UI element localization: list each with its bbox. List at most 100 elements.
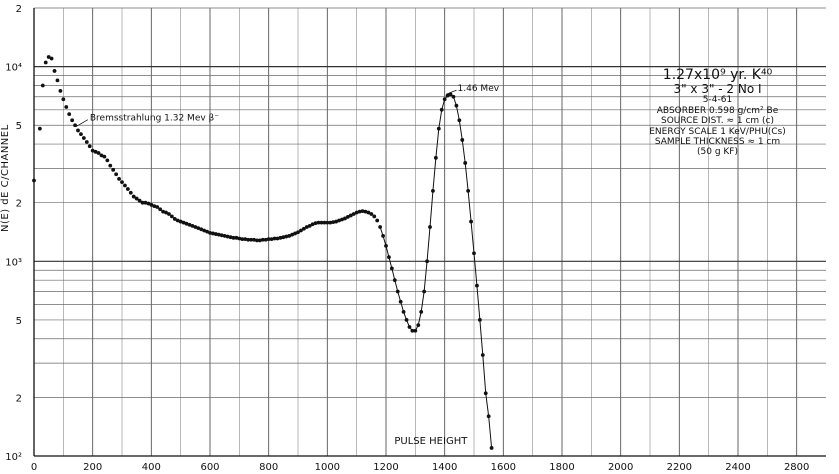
data-point — [37, 126, 42, 131]
data-point — [111, 167, 116, 172]
data-point — [278, 235, 283, 240]
data-point — [108, 163, 113, 168]
data-point — [152, 204, 157, 209]
data-point — [401, 309, 406, 314]
data-point — [439, 107, 444, 112]
data-point — [307, 224, 312, 228]
data-point — [483, 391, 488, 396]
y-tick-label: 10² — [5, 452, 22, 463]
data-point — [222, 234, 227, 238]
data-point — [334, 219, 339, 224]
info-line-energy-scale: ENERGY SCALE 1 KeV/PHU(Cs) — [649, 126, 786, 137]
data-point — [299, 228, 303, 233]
data-point — [337, 218, 341, 223]
data-point — [407, 325, 412, 329]
data-point — [442, 97, 447, 102]
data-point — [155, 205, 160, 209]
y-tick-label: 10⁴ — [5, 63, 22, 74]
annotation-peak-energy: 1.46 Mev — [458, 84, 500, 94]
data-point — [287, 234, 292, 238]
data-point — [105, 158, 110, 163]
data-point — [313, 221, 318, 226]
data-point — [131, 194, 136, 199]
y-tick-label: 5 — [16, 121, 22, 132]
data-point — [164, 210, 168, 215]
data-point — [381, 234, 385, 238]
data-point — [208, 230, 212, 235]
data-point — [96, 151, 101, 155]
x-tick-label: 800 — [259, 462, 278, 473]
data-point — [240, 237, 245, 242]
data-point — [410, 328, 415, 333]
data-point — [234, 235, 239, 240]
y-tick-label: 2 — [16, 393, 22, 404]
data-point — [404, 318, 409, 322]
data-point — [128, 190, 133, 195]
data-point — [46, 55, 51, 59]
data-point — [228, 235, 233, 240]
data-point — [463, 161, 468, 165]
info-line-source-dist: SOURCE DIST. ≈ 1 cm (c) — [660, 116, 774, 127]
data-point — [290, 232, 295, 237]
y-tick-label: 10³ — [5, 257, 22, 268]
data-point — [140, 200, 145, 205]
data-point — [181, 220, 186, 225]
data-point — [375, 218, 380, 223]
data-point — [40, 83, 45, 88]
data-point — [451, 94, 456, 99]
y-tick-label: 5 — [16, 316, 22, 327]
data-point — [284, 234, 289, 239]
data-point — [172, 217, 177, 221]
x-tick-label: 2200 — [667, 462, 692, 473]
data-point — [322, 220, 327, 225]
data-point — [158, 207, 163, 212]
data-point — [486, 414, 491, 419]
data-point — [316, 220, 321, 225]
data-point — [395, 289, 400, 294]
data-point — [120, 180, 124, 185]
data-point — [331, 220, 336, 224]
y-tick-label: 2 — [16, 199, 22, 210]
data-point — [433, 155, 438, 160]
data-point — [213, 232, 218, 236]
data-point — [480, 353, 485, 357]
data-point — [70, 118, 75, 123]
data-point — [169, 214, 174, 219]
tick-labels: 0 200 400 600 800 1000 1200 1400 1600 1800 2000 220… — [5, 4, 809, 473]
data-point — [475, 283, 479, 288]
data-point — [310, 222, 315, 227]
data-point — [398, 299, 403, 304]
x-tick-label: 1400 — [432, 462, 457, 473]
annotations: Bremsstrahlung 1.32 Mev β⁻ 1.46 Mev PULSE … — [75, 84, 500, 447]
data-point — [428, 225, 432, 229]
data-point — [123, 183, 127, 188]
data-point — [93, 149, 98, 154]
annotation-leader-line — [75, 119, 89, 128]
data-point — [79, 132, 83, 137]
x-tick-label: 1000 — [315, 462, 340, 473]
data-point — [211, 231, 215, 236]
data-point — [301, 226, 306, 231]
data-point — [187, 222, 192, 227]
data-point — [114, 172, 119, 177]
axes — [33, 8, 826, 457]
x-tick-label: 600 — [200, 462, 219, 473]
data-point — [275, 236, 280, 241]
data-point — [281, 235, 286, 240]
data-point — [357, 209, 362, 214]
data-point — [272, 236, 277, 241]
data-point — [55, 78, 60, 83]
grid — [34, 7, 826, 456]
data-point — [249, 237, 253, 242]
data-series — [32, 55, 494, 450]
data-point — [293, 231, 297, 236]
data-point — [252, 237, 256, 242]
data-point — [178, 219, 183, 224]
data-point — [263, 237, 268, 242]
data-point — [343, 216, 347, 221]
info-line-date: 5-4-61 — [702, 95, 733, 106]
data-point — [389, 266, 394, 271]
data-point — [58, 89, 63, 93]
peak-curve-line — [379, 93, 493, 448]
